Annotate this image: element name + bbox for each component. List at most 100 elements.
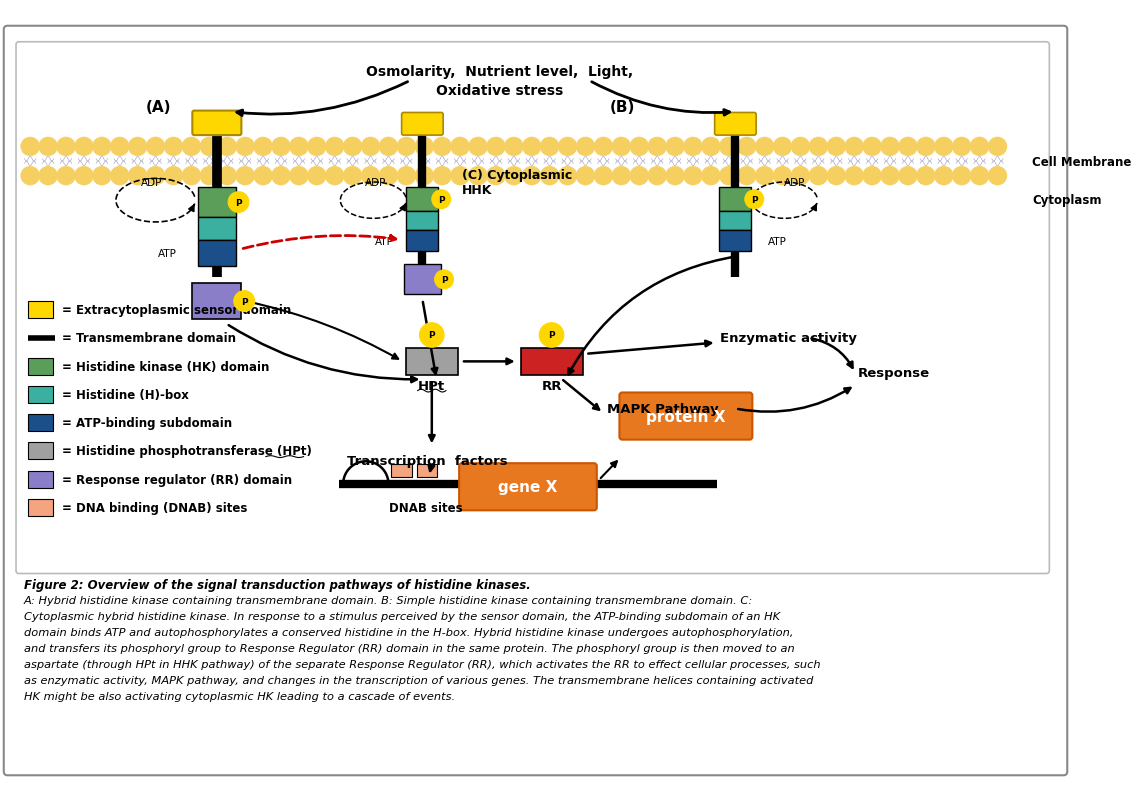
- Text: ATP: ATP: [158, 249, 177, 258]
- Text: ATP: ATP: [375, 237, 394, 246]
- Circle shape: [594, 167, 612, 186]
- Circle shape: [952, 167, 971, 186]
- Bar: [407, 188, 438, 213]
- Circle shape: [558, 167, 577, 186]
- Circle shape: [415, 167, 434, 186]
- FancyBboxPatch shape: [192, 111, 241, 136]
- Text: RR: RR: [541, 380, 562, 393]
- Circle shape: [774, 138, 792, 156]
- Circle shape: [379, 167, 398, 186]
- Circle shape: [396, 138, 416, 156]
- FancyBboxPatch shape: [16, 43, 1050, 573]
- Text: (C) Cytoplasmic
HHK: (C) Cytoplasmic HHK: [462, 169, 573, 197]
- Circle shape: [684, 167, 702, 186]
- Circle shape: [934, 167, 953, 186]
- Circle shape: [39, 167, 58, 186]
- Circle shape: [745, 191, 763, 209]
- Circle shape: [917, 167, 935, 186]
- Circle shape: [737, 167, 757, 186]
- Text: ADP: ADP: [365, 178, 386, 188]
- Bar: [417, 464, 437, 478]
- Text: MAPK Pathway: MAPK Pathway: [607, 403, 719, 415]
- Circle shape: [719, 167, 738, 186]
- Circle shape: [110, 138, 130, 156]
- Text: Oxidative stress: Oxidative stress: [436, 83, 563, 98]
- Circle shape: [845, 138, 863, 156]
- Circle shape: [541, 167, 559, 186]
- Circle shape: [451, 138, 469, 156]
- Circle shape: [433, 167, 452, 186]
- Circle shape: [57, 167, 75, 186]
- Circle shape: [92, 167, 111, 186]
- Circle shape: [147, 138, 165, 156]
- Bar: [28, 443, 52, 460]
- Circle shape: [128, 167, 147, 186]
- FancyBboxPatch shape: [715, 113, 757, 136]
- Circle shape: [468, 138, 487, 156]
- Text: P: P: [751, 196, 758, 205]
- Circle shape: [648, 167, 667, 186]
- Bar: [28, 358, 52, 375]
- Circle shape: [39, 138, 58, 156]
- Circle shape: [308, 138, 326, 156]
- Text: and transfers its phosphoryl group to Response Regulator (RR) domain in the same: and transfers its phosphoryl group to Re…: [24, 643, 794, 654]
- Circle shape: [182, 138, 201, 156]
- Text: P: P: [235, 198, 242, 207]
- Circle shape: [419, 323, 444, 348]
- Text: Enzymatic activity: Enzymatic activity: [720, 332, 858, 345]
- Circle shape: [737, 138, 757, 156]
- Text: Transcription  factors: Transcription factors: [346, 454, 508, 468]
- Circle shape: [486, 138, 506, 156]
- Circle shape: [343, 167, 362, 186]
- FancyBboxPatch shape: [3, 26, 1067, 776]
- Circle shape: [558, 138, 577, 156]
- Bar: [28, 471, 52, 488]
- Circle shape: [540, 323, 563, 348]
- Text: = Histidine (H)-box: = Histidine (H)-box: [62, 388, 189, 401]
- Bar: [28, 415, 52, 431]
- Circle shape: [75, 167, 93, 186]
- Circle shape: [755, 167, 774, 186]
- Circle shape: [970, 138, 989, 156]
- Circle shape: [128, 138, 147, 156]
- Circle shape: [845, 167, 863, 186]
- Text: (B): (B): [610, 100, 635, 115]
- Text: domain binds ATP and autophosphorylates a conserved histidine in the H-box. Hybr: domain binds ATP and autophosphorylates …: [24, 627, 793, 638]
- Circle shape: [20, 167, 40, 186]
- Circle shape: [20, 138, 40, 156]
- Circle shape: [290, 138, 308, 156]
- Circle shape: [666, 167, 685, 186]
- Text: = DNA binding (DNAB) sites: = DNA binding (DNAB) sites: [62, 501, 248, 514]
- Circle shape: [92, 138, 111, 156]
- Circle shape: [755, 138, 774, 156]
- Text: Osmolarity,  Nutrient level,  Light,: Osmolarity, Nutrient level, Light,: [366, 65, 633, 79]
- Text: = ATP-binding subdomain: = ATP-binding subdomain: [62, 416, 233, 430]
- Circle shape: [361, 167, 379, 186]
- Text: gene X: gene X: [499, 480, 558, 495]
- Circle shape: [988, 138, 1006, 156]
- Circle shape: [200, 138, 219, 156]
- Circle shape: [791, 167, 810, 186]
- Bar: [28, 500, 52, 516]
- Circle shape: [325, 138, 344, 156]
- Circle shape: [917, 138, 935, 156]
- Circle shape: [701, 167, 720, 186]
- Text: HK might be also activating cytoplasmic HK leading to a cascade of events.: HK might be also activating cytoplasmic …: [24, 691, 454, 702]
- Text: P: P: [441, 276, 448, 285]
- Text: (A): (A): [145, 100, 172, 115]
- Circle shape: [684, 138, 702, 156]
- Circle shape: [523, 138, 541, 156]
- Text: Cell Membrane: Cell Membrane: [1033, 156, 1131, 168]
- Circle shape: [182, 167, 201, 186]
- Circle shape: [235, 167, 254, 186]
- Text: P: P: [437, 196, 444, 205]
- Bar: [719, 188, 751, 213]
- Text: Cytoplasm: Cytoplasm: [1033, 193, 1102, 206]
- Circle shape: [228, 192, 249, 213]
- Circle shape: [523, 167, 541, 186]
- Text: ADP: ADP: [785, 178, 805, 188]
- FancyBboxPatch shape: [619, 393, 752, 440]
- Circle shape: [486, 167, 506, 186]
- Circle shape: [110, 167, 130, 186]
- Circle shape: [629, 138, 649, 156]
